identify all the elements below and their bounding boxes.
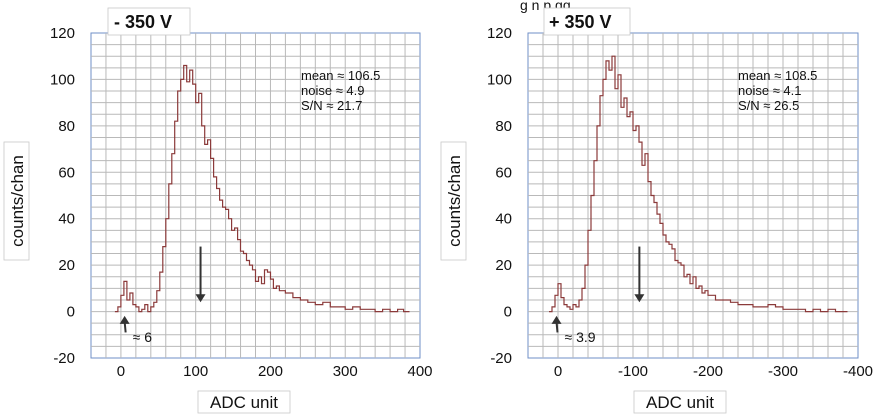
x-tick-label: -200: [693, 363, 723, 380]
y-axis-title-right: counts/chan: [445, 155, 464, 247]
x-ticks-left: 0 100 200 300 400: [117, 363, 433, 380]
stats-mean-left: mean ≈ 106.5: [301, 68, 380, 83]
arrow-down-head: [634, 294, 645, 303]
stats-sn-left: S/N ≈ 21.7: [301, 98, 362, 113]
annotations-right: ≈ 3.9: [551, 246, 645, 345]
noise-annotation: ≈ 3.9: [565, 329, 596, 345]
panel-title-box-right: [543, 7, 631, 36]
stats-left: mean ≈ 106.5 noise ≈ 4.9 S/N ≈ 21.7: [301, 68, 380, 113]
stats-right: mean ≈ 108.5 noise ≈ 4.1 S/N ≈ 26.5: [738, 68, 817, 113]
y-tick-label: 60: [58, 164, 75, 181]
ylabel-box-right: [440, 141, 467, 261]
x-tick-label: 100: [183, 363, 208, 380]
y-tick-label: 20: [495, 257, 512, 274]
panel-title-right: + 350 V: [549, 12, 612, 32]
y-tick-label: 80: [58, 118, 75, 135]
histogram-line-left: [114, 64, 410, 313]
y-tick-label: 40: [495, 211, 512, 228]
y-tick-label: 60: [495, 164, 512, 181]
x-ticks-right: 0 -100 -200 -300 -400: [554, 363, 873, 380]
xlabel-box-right: [633, 390, 727, 414]
x-tick-label: 300: [333, 363, 358, 380]
stats-noise-right: noise ≈ 4.1: [738, 83, 802, 98]
x-axis-title-right: ADC unit: [646, 393, 714, 412]
y-ticks-left: 120 100 80 60 40 20 0 -20: [50, 25, 75, 367]
y-tick-label: 100: [50, 71, 75, 88]
x-tick-label: -400: [843, 363, 873, 380]
panel-title-box-left: [107, 7, 191, 36]
y-tick-label: 80: [495, 118, 512, 135]
y-axis-title-left: counts/chan: [8, 155, 27, 247]
y-tick-label: 100: [487, 71, 512, 88]
arrow-up-head: [551, 315, 562, 324]
y-ticks-right: 120 100 80 60 40 20 0 -20: [487, 25, 512, 367]
panel-title-left: - 350 V: [114, 12, 172, 32]
xlabel-box-left: [197, 390, 291, 414]
annotations-left: ≈ 6: [119, 246, 206, 345]
y-tick-label: 120: [487, 25, 512, 42]
x-tick-label: 0: [117, 363, 125, 380]
panel-right: 120 100 80 60 40 20 0 -20 0 -100 -200 -300 -400 ≈ 3…: [440, 7, 873, 414]
stats-mean-right: mean ≈ 108.5: [738, 68, 817, 83]
ylabel-box-left: [3, 141, 30, 261]
stats-sn-right: S/N ≈ 26.5: [738, 98, 799, 113]
noise-annotation: ≈ 6: [133, 329, 153, 345]
x-tick-label: 400: [407, 363, 432, 380]
histogram-line-right: [549, 55, 848, 313]
arrow-up-head: [119, 315, 130, 324]
y-tick-label: 40: [58, 211, 75, 228]
y-tick-label: 0: [504, 304, 512, 321]
arrow-down-head: [195, 294, 206, 303]
y-tick-label: -20: [53, 350, 75, 367]
y-tick-label: 0: [67, 304, 75, 321]
x-tick-label: -100: [618, 363, 648, 380]
x-axis-title-left: ADC unit: [210, 393, 278, 412]
y-tick-label: -20: [490, 350, 512, 367]
x-tick-label: -300: [768, 363, 798, 380]
y-tick-label: 20: [58, 257, 75, 274]
y-tick-label: 120: [50, 25, 75, 42]
x-tick-label: 200: [258, 363, 283, 380]
x-tick-label: 0: [554, 363, 562, 380]
stats-noise-left: noise ≈ 4.9: [301, 83, 365, 98]
